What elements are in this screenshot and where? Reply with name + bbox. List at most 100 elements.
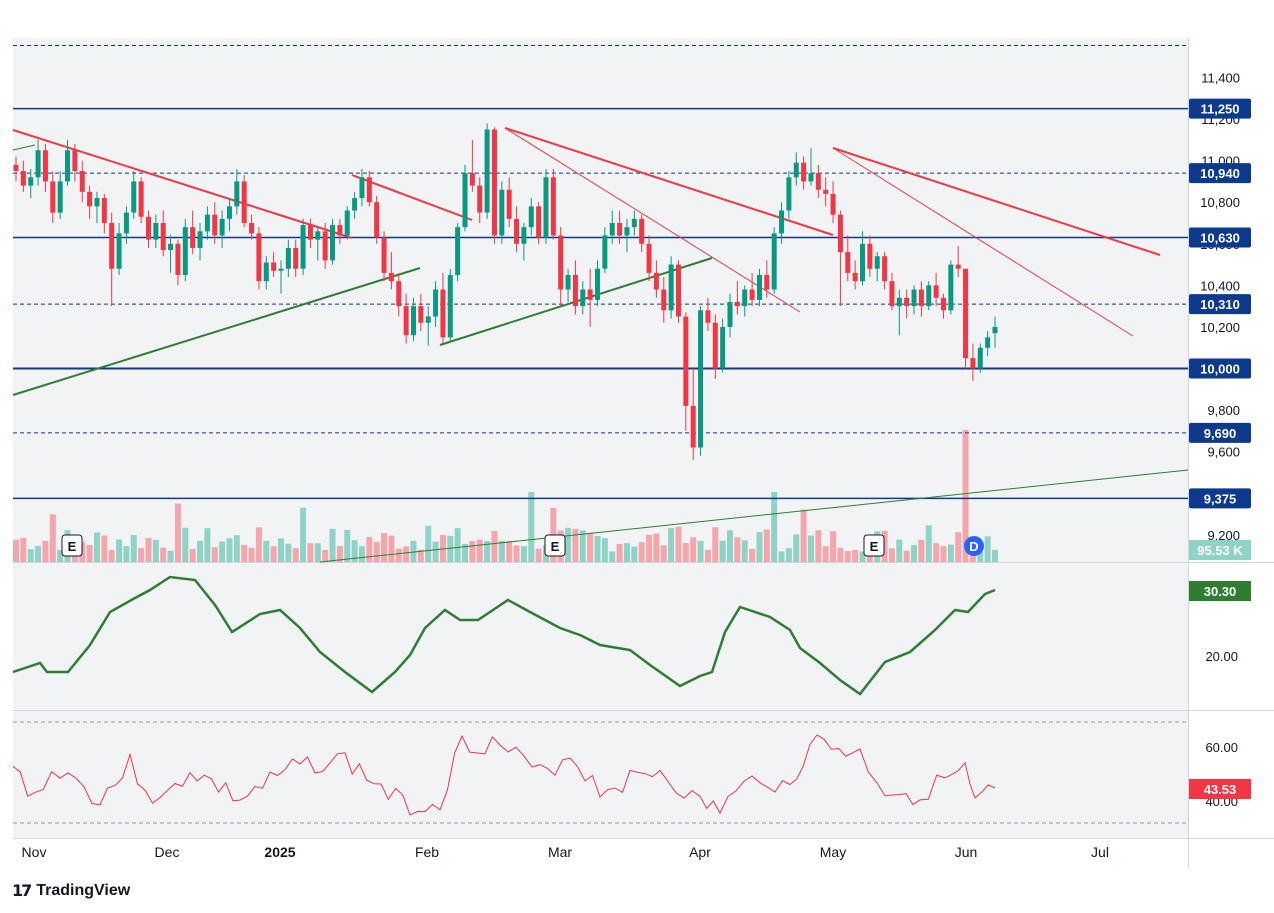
level-badge <box>1189 422 1251 443</box>
candle-body <box>484 129 490 213</box>
volume-bar <box>20 537 27 562</box>
price-tick-label: 10,800 <box>1200 195 1240 210</box>
volume-bar <box>388 535 395 562</box>
volume-bar <box>351 540 358 562</box>
trend-line <box>504 127 834 236</box>
price-tick-label: 11,000 <box>1201 154 1240 169</box>
level-badge <box>1189 98 1251 119</box>
price-tick-label: 11,400 <box>1201 71 1240 86</box>
candle-body <box>911 289 917 307</box>
candle-body <box>123 212 129 234</box>
volume-bar <box>719 540 726 562</box>
rsi-value-badge-label: 43.53 <box>1204 782 1237 797</box>
rsi-line <box>12 734 996 816</box>
candle-body <box>720 326 726 369</box>
dividend-marker-label: D <box>969 539 978 554</box>
candle-body <box>359 177 365 199</box>
volume-bar <box>977 551 984 562</box>
volume-bar <box>969 547 976 562</box>
volume-bar <box>476 539 483 562</box>
price-tick-label: 10,200 <box>1200 320 1240 335</box>
candle-body <box>477 185 483 213</box>
change-value: +110 (+1.09%) <box>487 45 573 60</box>
candle-body <box>889 281 895 307</box>
candle-body <box>35 150 41 178</box>
candle-body <box>771 233 777 290</box>
footer-brand: 𝟭𝟳 TradingView <box>12 881 130 901</box>
symbol-legend: RICHTER GEDEON SHARE · 1D · BET O10,170 … <box>23 45 572 60</box>
volume-bar <box>668 528 675 562</box>
volume-bar <box>594 535 601 562</box>
volume-bar <box>189 548 196 562</box>
price-tick-label: 11,200 <box>1201 112 1240 127</box>
volume-bar <box>491 531 498 562</box>
candle-body <box>661 289 667 311</box>
rsi-value-badge <box>1189 779 1251 799</box>
candle-body <box>860 243 866 282</box>
rsi-legend: RSI 43.53 <box>23 722 81 737</box>
trend-line <box>12 129 353 239</box>
candle-body <box>116 233 122 269</box>
candle-body <box>101 198 107 223</box>
volume-bar <box>587 533 594 562</box>
high-value: 10,250 <box>328 45 369 60</box>
volume-bar <box>403 546 410 562</box>
time-tick-label: Dec <box>155 844 180 860</box>
candle-body <box>79 171 85 192</box>
earnings-marker-label: E <box>870 539 879 554</box>
volume-bar <box>911 545 918 562</box>
level-badge <box>1189 488 1251 509</box>
volume-bar <box>182 527 189 562</box>
volume-bar <box>859 551 866 562</box>
earnings-marker <box>544 534 566 557</box>
volume-bar <box>822 546 829 562</box>
volume-bar <box>903 550 910 562</box>
price-tick-label: 9,400 <box>1207 486 1240 501</box>
candle-body <box>712 322 718 369</box>
currency-badge[interactable]: HUF <box>1198 44 1242 68</box>
candle-body <box>462 173 468 228</box>
volume-bar <box>116 539 123 562</box>
price-tick-label: 9,200 <box>1207 528 1240 543</box>
candle-body <box>433 289 439 317</box>
volume-bar <box>734 537 741 562</box>
main-pane <box>13 38 1188 562</box>
volume-bar <box>749 548 756 562</box>
volume-bar <box>49 514 56 562</box>
candle-body <box>440 289 446 338</box>
price-tick-label: 10,000 <box>1200 362 1240 377</box>
candle-body <box>948 264 954 311</box>
volume-bar <box>255 527 262 562</box>
candle-body <box>42 150 48 182</box>
volume-bar <box>71 537 78 562</box>
volume-bar <box>631 546 638 562</box>
volume-bar <box>108 550 115 562</box>
volume-bar <box>410 540 417 562</box>
volume-bar <box>528 492 535 562</box>
volume-bar <box>947 544 954 562</box>
candle-body <box>837 214 843 253</box>
volume-bar <box>454 528 461 562</box>
volume-bar <box>152 539 159 562</box>
candle-body <box>565 274 571 290</box>
candle-body <box>639 218 645 244</box>
time-tick-label: Jun <box>955 844 978 860</box>
candle-body <box>690 405 696 448</box>
volume-bar <box>807 535 814 562</box>
candle-body <box>50 181 56 213</box>
candle-body <box>668 264 674 311</box>
volume-bar <box>358 546 365 562</box>
volume-bar <box>513 545 520 562</box>
candle-body <box>57 181 63 213</box>
level-badge <box>1189 358 1251 379</box>
volume-bar <box>277 538 284 562</box>
volume-bar <box>793 534 800 562</box>
volume-bar <box>204 528 211 562</box>
volume-bar <box>123 546 130 562</box>
volume-bar <box>623 543 630 562</box>
volume-bar <box>292 548 299 562</box>
candle-body <box>940 297 946 311</box>
volume-bar <box>874 531 881 562</box>
candle-body <box>168 243 174 251</box>
